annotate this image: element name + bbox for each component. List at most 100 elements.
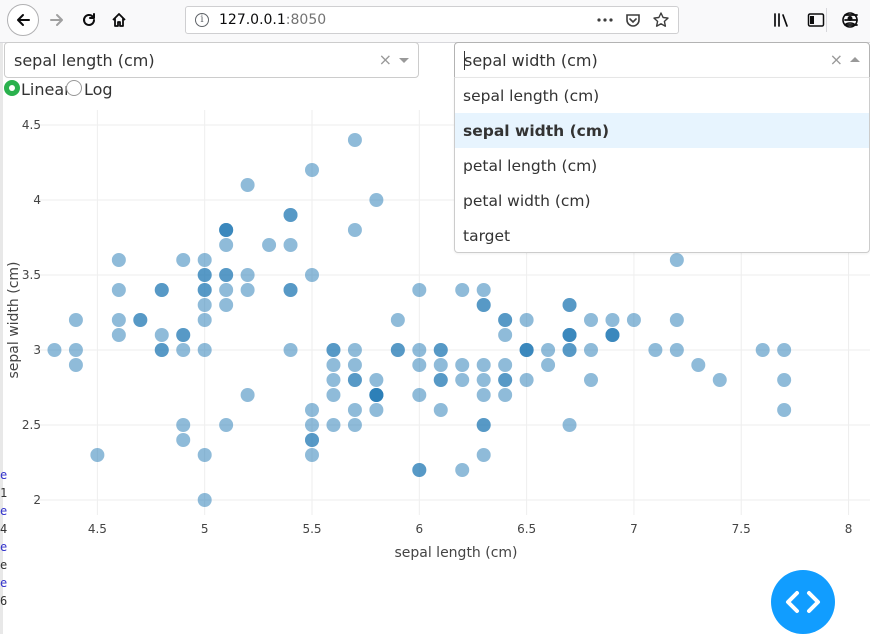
- data-point[interactable]: [476, 418, 491, 432]
- data-point[interactable]: [455, 358, 470, 372]
- data-point[interactable]: [176, 433, 191, 447]
- data-point[interactable]: [390, 313, 405, 327]
- data-point[interactable]: [326, 418, 341, 432]
- data-point[interactable]: [455, 373, 470, 387]
- data-point[interactable]: [498, 358, 513, 372]
- data-point[interactable]: [498, 388, 513, 402]
- data-point[interactable]: [541, 358, 556, 372]
- data-point[interactable]: [347, 418, 362, 432]
- data-point[interactable]: [669, 313, 684, 327]
- radio-log-label[interactable]: Log: [84, 80, 113, 99]
- data-point[interactable]: [584, 343, 598, 357]
- data-point[interactable]: [412, 343, 427, 357]
- data-point[interactable]: [326, 388, 341, 402]
- info-icon[interactable]: i: [195, 13, 209, 27]
- data-point[interactable]: [283, 283, 298, 297]
- data-point[interactable]: [154, 343, 169, 357]
- data-point[interactable]: [219, 298, 234, 312]
- data-point[interactable]: [240, 268, 255, 282]
- data-point[interactable]: [777, 343, 792, 357]
- data-point[interactable]: [326, 373, 341, 387]
- data-point[interactable]: [176, 418, 191, 432]
- data-point[interactable]: [111, 313, 126, 327]
- dropdown-option[interactable]: petal length (cm): [463, 157, 598, 175]
- data-point[interactable]: [154, 328, 169, 342]
- forward-arrow-icon[interactable]: [42, 5, 72, 35]
- data-point[interactable]: [605, 328, 620, 342]
- data-point[interactable]: [111, 283, 126, 297]
- data-point[interactable]: [111, 253, 126, 267]
- data-point[interactable]: [777, 373, 792, 387]
- data-point[interactable]: [219, 283, 234, 297]
- home-icon[interactable]: [104, 5, 134, 35]
- data-point[interactable]: [476, 283, 491, 297]
- data-point[interactable]: [347, 133, 362, 147]
- data-point[interactable]: [369, 193, 384, 207]
- bookmark-star-icon[interactable]: [652, 11, 670, 29]
- data-point[interactable]: [519, 373, 534, 387]
- dropdown-option[interactable]: petal width (cm): [463, 192, 591, 210]
- data-point[interactable]: [240, 178, 255, 192]
- data-point[interactable]: [305, 163, 319, 177]
- data-point[interactable]: [197, 298, 212, 312]
- data-point[interactable]: [347, 343, 362, 357]
- data-point[interactable]: [562, 343, 577, 357]
- data-point[interactable]: [369, 388, 384, 402]
- data-point[interactable]: [219, 238, 234, 252]
- data-point[interactable]: [219, 223, 234, 237]
- data-point[interactable]: [262, 238, 277, 252]
- data-point[interactable]: [197, 493, 212, 507]
- data-point[interactable]: [433, 403, 448, 417]
- data-point[interactable]: [476, 448, 491, 462]
- data-point[interactable]: [433, 373, 448, 387]
- dash-debug-button[interactable]: [771, 570, 835, 634]
- data-point[interactable]: [305, 448, 319, 462]
- data-point[interactable]: [498, 373, 513, 387]
- data-point[interactable]: [197, 268, 212, 282]
- data-point[interactable]: [197, 253, 212, 267]
- data-point[interactable]: [412, 283, 427, 297]
- data-point[interactable]: [777, 403, 792, 417]
- data-point[interactable]: [519, 313, 534, 327]
- data-point[interactable]: [626, 313, 641, 327]
- data-point[interactable]: [133, 313, 148, 327]
- radio-linear[interactable]: [4, 80, 20, 96]
- data-point[interactable]: [176, 343, 191, 357]
- data-point[interactable]: [519, 343, 534, 357]
- data-point[interactable]: [562, 328, 577, 342]
- chevron-down-icon[interactable]: [399, 58, 409, 63]
- data-point[interactable]: [605, 313, 620, 327]
- data-point[interactable]: [90, 448, 105, 462]
- library-icon[interactable]: [772, 10, 792, 30]
- data-point[interactable]: [111, 328, 126, 342]
- data-point[interactable]: [240, 283, 255, 297]
- data-point[interactable]: [197, 313, 212, 327]
- data-point[interactable]: [476, 388, 491, 402]
- data-point[interactable]: [369, 403, 384, 417]
- data-point[interactable]: [412, 388, 427, 402]
- data-point[interactable]: [283, 343, 298, 357]
- data-point[interactable]: [390, 343, 405, 357]
- data-point[interactable]: [68, 343, 83, 357]
- data-point[interactable]: [541, 343, 556, 357]
- data-point[interactable]: [412, 463, 427, 477]
- data-point[interactable]: [562, 298, 577, 312]
- dropdown-option[interactable]: sepal width (cm): [455, 113, 869, 148]
- data-point[interactable]: [712, 373, 727, 387]
- pocket-icon[interactable]: [624, 11, 642, 29]
- data-point[interactable]: [305, 403, 319, 417]
- x-axis-dropdown[interactable]: sepal length (cm) ×: [4, 42, 419, 78]
- reload-icon[interactable]: [74, 5, 104, 35]
- data-point[interactable]: [68, 313, 83, 327]
- chevron-up-icon[interactable]: [850, 57, 860, 62]
- data-point[interactable]: [197, 283, 212, 297]
- data-point[interactable]: [283, 238, 298, 252]
- data-point[interactable]: [154, 283, 169, 297]
- data-point[interactable]: [283, 208, 298, 222]
- data-point[interactable]: [347, 403, 362, 417]
- data-point[interactable]: [412, 358, 427, 372]
- dropdown-option[interactable]: sepal length (cm): [463, 87, 600, 105]
- data-point[interactable]: [669, 253, 684, 267]
- y-axis-dropdown[interactable]: sepal width (cm) ×: [454, 42, 870, 78]
- data-point[interactable]: [305, 418, 319, 432]
